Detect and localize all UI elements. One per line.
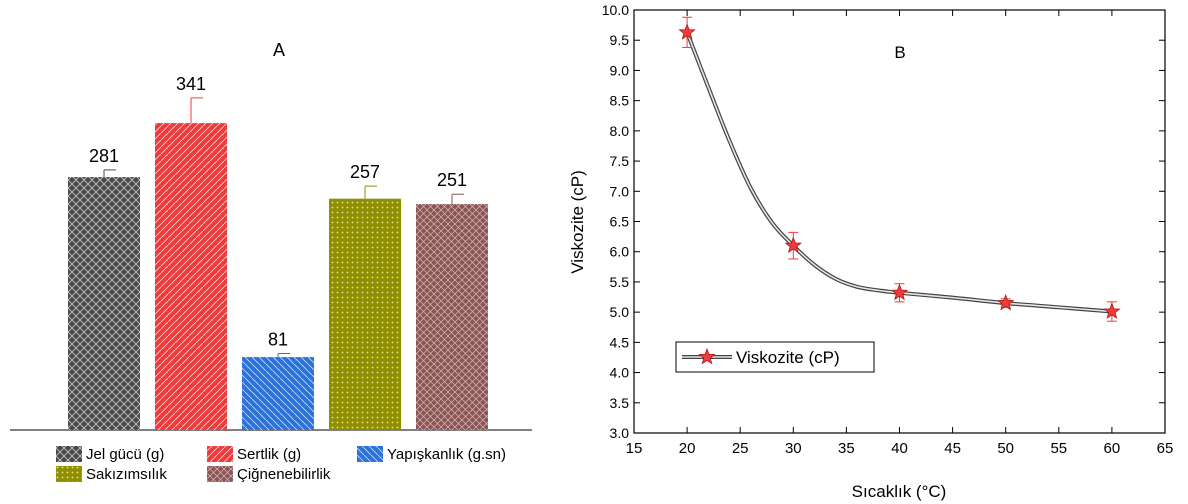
y-tick-label-0: 3.0 bbox=[610, 425, 630, 441]
legend-label-1: Sertlik (g) bbox=[237, 446, 301, 463]
bar-1 bbox=[155, 123, 227, 430]
data-point-3 bbox=[997, 293, 1015, 311]
y-tick-label-7: 6.5 bbox=[610, 214, 630, 230]
bar-4 bbox=[416, 204, 488, 430]
bar-3 bbox=[329, 198, 401, 430]
data-point-4 bbox=[1103, 302, 1121, 319]
legend-label-2: Yapışkanlık (g.sn) bbox=[387, 446, 506, 463]
y-tick-label-11: 8.5 bbox=[610, 93, 630, 109]
legend-swatch-3 bbox=[56, 466, 82, 482]
panel-a-legend: Jel gücü (g) Sertlik (g) Yapışkanlık (g.sn… bbox=[56, 446, 506, 483]
x-tick-label-3: 30 bbox=[785, 440, 802, 457]
data-point-2 bbox=[890, 283, 909, 301]
y-tick-label-10: 8.0 bbox=[610, 123, 630, 139]
y-tick-label-1: 3.5 bbox=[610, 395, 630, 411]
data-point-0 bbox=[678, 23, 696, 40]
panel-a-bar-chart: A 281 341 81 257 251 Jel gücü (g) Sertlik (g)… bbox=[10, 40, 532, 483]
bar-value-label-3: 257 bbox=[350, 162, 380, 182]
panel-b-line-chart: 15 20 25 30 35 40 45 50 55 60 65 3.0 3.5 4.0 4.5 5.0 5.5… bbox=[568, 2, 1173, 501]
x-tick-label-0: 15 bbox=[626, 440, 643, 457]
y-tick-label-2: 4.0 bbox=[610, 365, 630, 381]
panel-b-annotation: B bbox=[894, 43, 905, 62]
panel-b-y-axis-title: Viskozite (cP) bbox=[568, 170, 587, 274]
y-tick-label-13: 9.5 bbox=[610, 32, 630, 48]
x-tick-label-10: 65 bbox=[1157, 440, 1174, 457]
x-tick-label-9: 60 bbox=[1104, 440, 1121, 457]
bar-value-label-4: 251 bbox=[437, 170, 467, 190]
x-tick-label-6: 45 bbox=[944, 440, 961, 457]
y-tick-label-5: 5.5 bbox=[610, 274, 630, 290]
y-tick-label-12: 9.0 bbox=[610, 62, 630, 78]
legend-swatch-0 bbox=[56, 446, 82, 462]
bar-value-label-2: 81 bbox=[268, 330, 288, 350]
y-tick-label-4: 5.0 bbox=[610, 304, 630, 320]
panel-b-x-axis-title: Sıcaklık (°C) bbox=[852, 482, 947, 501]
y-tick-label-8: 7.0 bbox=[610, 183, 630, 199]
x-tick-label-1: 20 bbox=[679, 440, 696, 457]
bar-value-label-0: 281 bbox=[89, 146, 119, 166]
x-tick-label-5: 40 bbox=[891, 440, 908, 457]
bar-value-label-1: 341 bbox=[176, 74, 206, 94]
fit-curve-outline bbox=[685, 31, 1113, 314]
data-point-1 bbox=[784, 236, 802, 254]
x-tick-label-8: 55 bbox=[1050, 440, 1067, 457]
panel-b-legend: Viskozite (cP) bbox=[675, 341, 875, 373]
fit-curve bbox=[686, 32, 1112, 313]
legend-swatch-2 bbox=[357, 446, 383, 462]
y-tick-label-9: 7.5 bbox=[610, 153, 630, 169]
panel-a-annotation: A bbox=[273, 40, 285, 60]
legend-label: Viskozite (cP) bbox=[736, 348, 840, 367]
legend-label-0: Jel gücü (g) bbox=[86, 446, 164, 463]
y-tick-label-6: 6.0 bbox=[610, 244, 630, 260]
y-tick-label-3: 4.5 bbox=[610, 334, 630, 350]
y-tick-label-14: 10.0 bbox=[602, 2, 629, 18]
legend-marker bbox=[698, 347, 716, 365]
legend-label-4: Çiğnenebilirlik bbox=[237, 466, 331, 483]
bar-2 bbox=[242, 357, 314, 430]
bar-0 bbox=[68, 177, 140, 430]
legend-swatch-4 bbox=[207, 466, 233, 482]
legend-label-3: Sakızımsılık bbox=[86, 466, 167, 483]
x-tick-label-4: 35 bbox=[838, 440, 855, 457]
x-tick-label-2: 25 bbox=[732, 440, 749, 457]
legend-swatch-1 bbox=[207, 446, 233, 462]
x-tick-label-7: 50 bbox=[997, 440, 1014, 457]
